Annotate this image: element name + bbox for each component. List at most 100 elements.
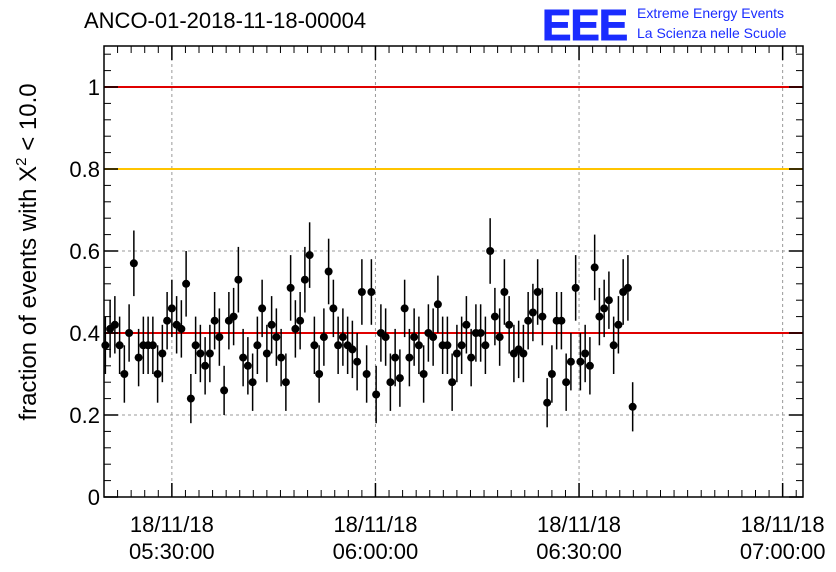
data-point xyxy=(595,312,604,321)
data-point xyxy=(319,333,328,342)
data-point xyxy=(628,402,637,411)
x-tick-label-time: 06:30:00 xyxy=(536,539,622,564)
data-point xyxy=(338,333,347,342)
data-point xyxy=(353,357,362,366)
data-point xyxy=(196,349,205,358)
data-point xyxy=(215,333,224,342)
grid-lines xyxy=(104,46,803,497)
data-point xyxy=(248,378,257,387)
data-point xyxy=(234,275,243,284)
data-point xyxy=(243,361,252,370)
data-point xyxy=(357,288,366,296)
data-point xyxy=(429,333,438,342)
data-point xyxy=(315,370,324,378)
eee-logo: EEE xyxy=(542,2,629,44)
data-point xyxy=(148,341,157,350)
data-point xyxy=(614,320,623,329)
data-point xyxy=(101,341,110,350)
data-point xyxy=(452,349,461,358)
x-tick-label-date: 18/11/18 xyxy=(741,512,825,537)
data-point xyxy=(476,329,485,337)
y-tick-label: 0.2 xyxy=(69,403,100,428)
y-axis-label: fraction of events with X2 < 10.0 xyxy=(13,83,42,420)
data-point xyxy=(239,353,248,362)
data-point xyxy=(414,341,423,350)
x-tick-label-time: 05:30:00 xyxy=(129,539,215,564)
data-point xyxy=(557,316,566,325)
data-point xyxy=(310,341,319,350)
data-point xyxy=(500,288,509,296)
data-point xyxy=(229,312,238,321)
data-point xyxy=(367,288,376,296)
data-point xyxy=(381,333,390,342)
data-point xyxy=(395,374,404,383)
y-axis-label-tail: < 10.0 xyxy=(15,83,42,157)
data-point xyxy=(590,263,599,272)
data-point xyxy=(334,341,343,350)
data-point xyxy=(120,370,129,378)
chart-title: ANCO-01-2018-11-18-00004 xyxy=(84,8,367,33)
x-tick-label-date: 18/11/18 xyxy=(333,512,417,537)
x-tick-label-time: 07:00:00 xyxy=(740,539,826,564)
data-point xyxy=(201,361,210,370)
logo-line-1: Extreme Energy Events xyxy=(637,5,785,21)
data-point xyxy=(391,353,400,362)
data-point xyxy=(604,296,613,305)
logo-line-2: La Scienza nelle Scuole xyxy=(637,25,787,41)
data-point xyxy=(571,283,580,292)
y-tick-label: 0.6 xyxy=(69,239,100,264)
data-point xyxy=(443,341,452,350)
data-point xyxy=(581,349,590,358)
y-axis-label-superscript: 2 xyxy=(13,157,30,165)
data-point xyxy=(386,378,395,387)
data-point xyxy=(267,320,276,329)
data-point xyxy=(300,275,309,284)
data-point xyxy=(528,308,537,317)
data-point xyxy=(305,251,314,260)
data-point xyxy=(419,370,428,378)
data-point xyxy=(115,341,124,350)
data-point xyxy=(467,353,476,362)
data-point xyxy=(547,370,556,378)
y-axis: 0 0.2 0.4 0.6 0.8 1 xyxy=(69,53,803,510)
data-point xyxy=(182,279,191,288)
data-point xyxy=(177,324,186,333)
data-point xyxy=(600,304,609,313)
plot-frame xyxy=(103,45,804,498)
data-point xyxy=(324,267,333,276)
data-point xyxy=(486,247,495,255)
data-point xyxy=(495,333,504,342)
data-point xyxy=(481,341,490,350)
data-point xyxy=(220,386,229,395)
x-tick-label-date: 18/11/18 xyxy=(130,512,214,537)
data-point xyxy=(258,304,267,313)
data-point xyxy=(163,316,172,325)
data-point xyxy=(405,353,414,362)
data-points xyxy=(101,218,637,432)
y-tick-label: 1 xyxy=(88,75,100,100)
data-point xyxy=(296,316,305,325)
data-point xyxy=(129,259,138,268)
data-point xyxy=(262,349,271,358)
data-point xyxy=(277,353,286,362)
data-point xyxy=(457,341,466,350)
y-axis-label-text: fraction of events with X xyxy=(15,166,42,421)
data-point xyxy=(505,320,514,329)
y-tick-label: 0.4 xyxy=(69,321,100,346)
data-point xyxy=(253,341,262,350)
data-point xyxy=(400,304,409,313)
data-point xyxy=(134,353,143,362)
reference-lines xyxy=(104,86,803,334)
data-point xyxy=(566,357,575,366)
data-point xyxy=(125,329,134,337)
eee-logo-letters: EEE xyxy=(542,2,627,44)
data-point xyxy=(585,361,594,370)
x-tick-label-time: 06:00:00 xyxy=(333,539,419,564)
data-point xyxy=(372,390,381,399)
y-tick-label: 0.8 xyxy=(69,157,100,182)
data-point xyxy=(110,320,119,329)
data-point xyxy=(167,304,176,313)
data-point xyxy=(291,324,300,333)
data-point xyxy=(533,288,542,296)
data-point xyxy=(490,312,499,321)
